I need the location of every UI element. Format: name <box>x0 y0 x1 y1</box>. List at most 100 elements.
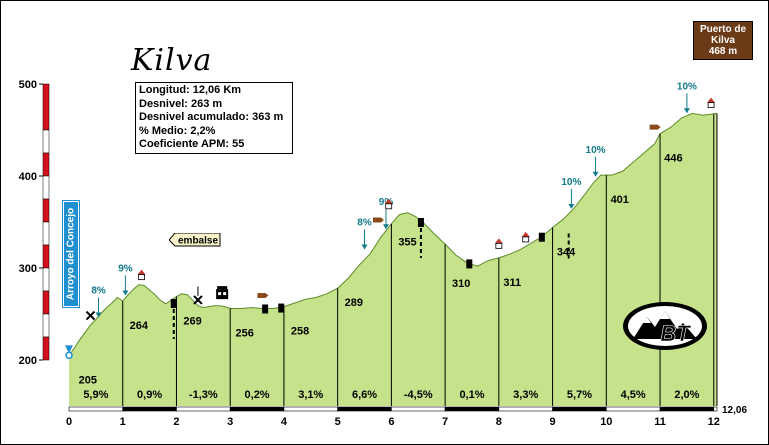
dam-icon-window <box>223 292 227 296</box>
x-tick-label: 10 <box>600 416 612 428</box>
max-grade-label: 10% <box>586 145 606 156</box>
km-bar-segment <box>283 406 338 412</box>
dam-icon-window <box>218 292 222 296</box>
direction-sign-icon <box>372 217 384 223</box>
junction-marker <box>417 218 424 227</box>
segment-grade: 2,0% <box>674 389 699 401</box>
max-grade-arrowhead <box>383 224 390 230</box>
bt-logo: BT <box>623 302 707 350</box>
summit-name-line2: Kilva <box>711 35 735 46</box>
summit-altitude: 468 m <box>708 46 738 57</box>
summit-name-line1: Puerto de <box>699 24 747 35</box>
house-icon-roof <box>521 231 530 237</box>
altitude-scale-block <box>42 198 50 223</box>
km-bar-segment <box>68 406 124 412</box>
logo-text: BT <box>660 321 691 346</box>
max-grade-arrowhead <box>683 108 690 114</box>
house-icon-body <box>138 274 145 281</box>
y-tick-label: 300 <box>19 263 37 275</box>
x-tick-label: 2 <box>173 416 179 428</box>
x-tick-label: 12 <box>708 416 720 428</box>
max-grade-label: 8% <box>91 286 106 297</box>
km-bar-segment <box>176 406 231 412</box>
altitude-scale-block <box>42 313 50 338</box>
house-icon-body <box>707 102 715 108</box>
x-tick-label: 3 <box>227 416 233 428</box>
segment-grade: 3,3% <box>513 389 538 401</box>
segment-grade: -4,5% <box>404 389 433 401</box>
max-grade-label: 10% <box>561 177 581 188</box>
km-bar-segment <box>391 406 446 412</box>
km-bar-segment <box>122 406 177 412</box>
altitude-label: 344 <box>557 247 576 259</box>
y-tick-label: 500 <box>19 79 37 91</box>
x-tick-label: 4 <box>281 416 288 428</box>
house-icon-roof <box>137 269 146 275</box>
info-medio: % Medio: 2,2% <box>139 124 216 137</box>
segment-grade: 4,5% <box>621 389 646 401</box>
junction-marker <box>278 303 285 313</box>
info-desnivel: Desnivel: 263 m <box>139 97 223 110</box>
km-bar-segment <box>337 406 392 412</box>
altitude-label: 269 <box>183 316 201 328</box>
junction-marker <box>170 298 177 308</box>
altitude-label: 256 <box>236 327 254 339</box>
dam-icon <box>216 289 229 300</box>
x-tick-label: 9 <box>550 416 556 428</box>
start-point <box>65 351 73 360</box>
start-label: Arroyo del Concejo <box>65 207 77 301</box>
x-tick-label: 0 <box>66 416 72 428</box>
segment-grade: 0,1% <box>459 389 484 401</box>
house-icon-roof <box>707 97 716 103</box>
altitude-scale-block <box>42 83 50 131</box>
profile-area <box>69 113 717 407</box>
summit-sign: Puerto de Kilva 468 m <box>693 21 753 60</box>
x-tick-label: 1 <box>120 416 126 428</box>
max-grade-arrowhead <box>122 290 129 296</box>
y-tick-label: 200 <box>19 355 37 367</box>
altitude-label: 289 <box>345 297 363 309</box>
info-longitud: Longitud: 12,06 Km <box>139 84 242 96</box>
house-icon-body <box>522 236 530 243</box>
max-grade-arrowhead <box>592 171 599 177</box>
altitude-scale-block <box>42 152 50 177</box>
segment-grade: 0,9% <box>137 389 162 401</box>
x-tick-label: 6 <box>388 416 394 428</box>
house-icon-roof <box>384 198 393 204</box>
junction-marker <box>466 259 473 269</box>
max-grade-arrowhead <box>361 244 368 250</box>
altitude-label: 401 <box>611 194 629 206</box>
x-tick-label: 5 <box>335 416 341 428</box>
km-bar-segment <box>552 406 607 412</box>
segment-grade: 0,2% <box>245 389 270 401</box>
x-tick-label: 7 <box>442 416 448 428</box>
segment-grade: 6,6% <box>352 389 377 401</box>
altitude-scale-block <box>42 221 50 246</box>
dam-icon-top <box>217 286 228 290</box>
altitude-label: 258 <box>291 326 309 338</box>
km-bar-segment <box>229 406 285 412</box>
altitude-label: 205 <box>79 374 97 386</box>
x-tick-label: 11 <box>654 416 666 428</box>
km-bar-segment <box>713 406 718 412</box>
segment-grade: 5,7% <box>567 389 592 401</box>
y-tick-label: 400 <box>19 171 37 183</box>
altitude-scale-block <box>42 129 50 154</box>
km-bar-segment <box>659 406 715 412</box>
segment-grade: 5,9% <box>83 389 108 401</box>
direction-sign-icon <box>649 124 661 130</box>
route-info-box: Longitud: 12,06 Km Desnivel: 263 m Desni… <box>135 82 293 154</box>
segment-grade: -1,3% <box>189 389 218 401</box>
altitude-scale-block <box>42 244 50 269</box>
x-end-label: 12,06 <box>722 405 747 416</box>
max-grade-label: 9% <box>118 263 133 274</box>
profile-line <box>68 112 718 356</box>
house-icon-body <box>495 242 503 249</box>
info-acumulado: Desnivel acumulado: 363 m <box>139 111 284 123</box>
crossing-icon <box>85 310 96 321</box>
altitude-scale-block <box>42 175 50 200</box>
start-pointer <box>65 345 73 354</box>
start-sign: Arroyo del Concejo <box>62 200 80 308</box>
altitude-label: 264 <box>130 320 149 332</box>
